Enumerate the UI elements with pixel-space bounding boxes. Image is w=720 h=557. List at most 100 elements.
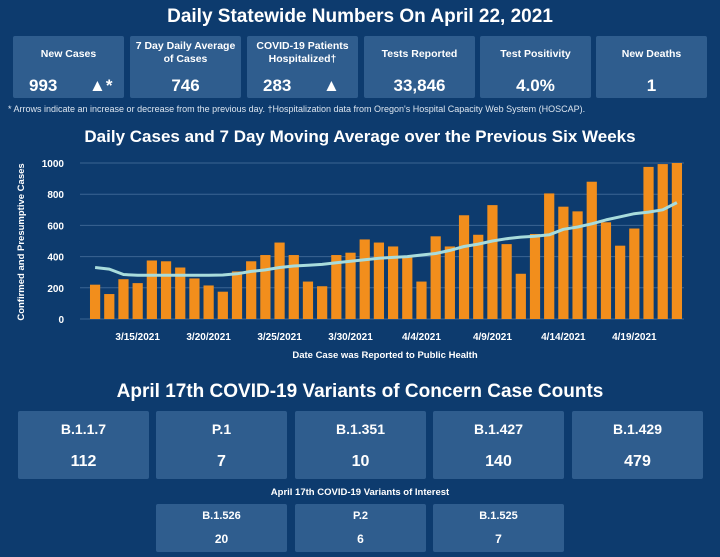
bar: [246, 261, 257, 319]
y-tick-label: 400: [47, 253, 64, 264]
bar: [331, 255, 342, 319]
bar: [189, 278, 200, 319]
y-axis-title: Confirmed and Presumptive Cases: [16, 163, 27, 320]
bar: [572, 211, 583, 319]
variant-name: B.1.526: [202, 510, 241, 522]
bar: [501, 244, 512, 319]
bar: [515, 273, 526, 319]
y-axis-ticks: 0 200 400 600 800 1000: [42, 159, 65, 326]
bar: [473, 234, 484, 319]
variant-name: B.1.525: [479, 510, 518, 522]
y-tick-label: 200: [47, 284, 64, 295]
bar: [175, 267, 186, 319]
variant-count: 112: [70, 453, 97, 470]
stat-card-test-positivity: Test Positivity 4.0%: [480, 36, 591, 98]
bar: [373, 242, 385, 319]
variant-name: B.1.351: [335, 421, 386, 437]
y-tick-label: 600: [47, 221, 64, 232]
x-axis-title: Date Case was Reported to Public Health: [292, 350, 477, 361]
variant-card-b1526: B.1.526 20: [156, 504, 287, 552]
stat-value: 746: [171, 76, 200, 95]
variant-card-p1: P.1 7: [156, 411, 287, 479]
cases-chart: 0 200 400 600 800 1000 3/15/2021 3/20/2021 3/25…: [16, 159, 684, 361]
x-tick-label: 4/19/2021: [612, 332, 657, 343]
variant-count: 10: [351, 453, 370, 470]
bar: [643, 166, 654, 319]
bar: [104, 294, 115, 319]
increase-arrow-icon: ▲*: [89, 76, 113, 95]
bar: [387, 246, 399, 319]
bar: [317, 286, 328, 319]
y-tick-label: 1000: [42, 159, 65, 170]
stat-card-new-cases: New Cases 993 ▲*: [13, 36, 124, 98]
variant-name: B.1.427: [473, 421, 524, 437]
variant-count: 6: [357, 532, 364, 546]
bar: [217, 291, 228, 319]
moving-average-line: [94, 201, 678, 277]
variant-card-b117: B.1.1.7 112: [18, 411, 149, 479]
x-tick-label: 3/30/2021: [328, 332, 373, 343]
variant-card-b1427: B.1.427 140: [433, 411, 564, 479]
bar: [558, 206, 569, 319]
variant-count: 7: [495, 532, 502, 546]
bar: [146, 260, 157, 319]
variant-count: 7: [217, 453, 226, 470]
bar: [402, 256, 413, 319]
variant-count: 140: [485, 453, 512, 470]
bar: [345, 252, 356, 319]
bar: [260, 255, 271, 319]
variants-of-interest-title: April 17th COVID-19 Variants of Interest: [270, 487, 450, 498]
variant-card-b1525: B.1.525 7: [433, 504, 564, 552]
bar: [671, 163, 683, 319]
bar: [89, 284, 101, 319]
variant-name: P.2: [352, 510, 369, 522]
bar: [615, 245, 626, 319]
stat-card-7-day-average: 7 Day Daily Average of Cases 746: [130, 36, 241, 98]
bar: [487, 205, 498, 319]
stat-value: 4.0%: [516, 76, 555, 95]
bar: [586, 181, 597, 319]
bar: [203, 285, 214, 319]
stat-label: 7 Day Daily Average of Cases: [135, 40, 236, 65]
bar: [444, 246, 455, 319]
stat-label: New Cases: [40, 48, 97, 60]
chart-title: Daily Cases and 7 Day Moving Average ove…: [84, 127, 636, 146]
variant-card-b1429: B.1.429 479: [572, 411, 703, 479]
stat-label: COVID-19 Patients Hospitalized†: [256, 40, 349, 65]
stat-value: 1: [646, 76, 657, 95]
footnote: * Arrows indicate an increase or decreas…: [8, 104, 586, 114]
stat-value: 283: [263, 76, 292, 95]
x-tick-label: 3/15/2021: [115, 332, 160, 343]
variant-count: 20: [214, 532, 229, 546]
bar: [132, 283, 143, 319]
x-tick-label: 4/4/2021: [402, 332, 441, 343]
bar: [657, 164, 668, 319]
variant-name: P.1: [211, 421, 232, 437]
x-tick-label: 3/20/2021: [186, 332, 231, 343]
increase-arrow-icon: ▲: [323, 76, 340, 95]
bar: [430, 236, 441, 319]
variant-card-b1351: B.1.351 10: [295, 411, 426, 479]
variant-name: B.1.429: [612, 421, 663, 437]
variants-of-concern-title: April 17th COVID-19 Variants of Concern …: [116, 381, 604, 402]
bar: [529, 233, 541, 319]
stat-card-new-deaths: New Deaths 1: [596, 36, 707, 98]
variant-name: B.1.1.7: [60, 421, 107, 437]
bar: [274, 242, 285, 319]
x-tick-label: 4/9/2021: [473, 332, 512, 343]
stat-value: 993: [29, 76, 58, 95]
y-tick-label: 800: [47, 190, 64, 201]
bar-series: [89, 163, 683, 319]
bar: [600, 222, 612, 319]
x-axis-ticks: 3/15/2021 3/20/2021 3/25/2021 3/30/2021 4/4/…: [115, 332, 657, 343]
bar: [629, 228, 640, 319]
y-tick-label: 0: [58, 315, 64, 326]
bar: [416, 281, 427, 319]
moving-average-series: [94, 201, 678, 277]
page-title: Daily Statewide Numbers On April 22, 202…: [167, 6, 553, 27]
bar: [544, 193, 555, 319]
bar: [458, 215, 470, 319]
stat-card-hospitalized: COVID-19 Patients Hospitalized† 283 ▲: [247, 36, 358, 98]
x-tick-label: 3/25/2021: [257, 332, 302, 343]
stat-label: Test Positivity: [500, 48, 571, 60]
